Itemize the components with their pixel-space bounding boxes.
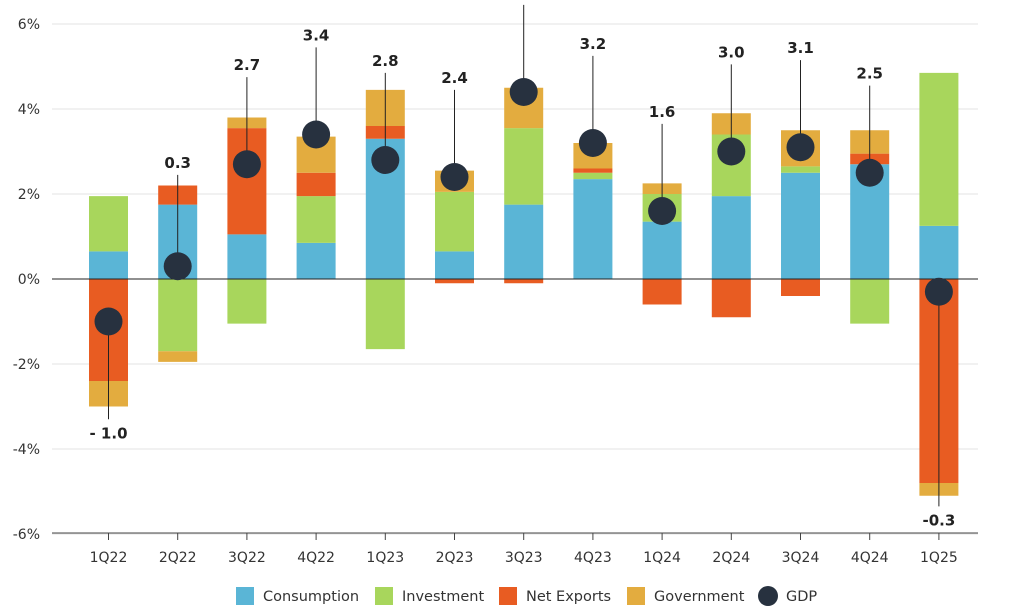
gdp-data-label: -0.3 (922, 511, 955, 529)
bar-investment-3Q23 (504, 128, 544, 205)
gdp-data-label: 3.2 (580, 35, 607, 53)
bar-investment-4Q24 (850, 279, 890, 324)
x-tick-label: 4Q22 (297, 550, 335, 566)
gdp-data-label: 1.6 (649, 103, 676, 121)
bar-net-exports-4Q22 (296, 172, 336, 197)
gdp-data-label: 4.4 (510, 0, 537, 2)
y-tick-label: 0% (18, 272, 40, 288)
x-tick-label: 3Q23 (505, 550, 543, 566)
legend-item-net-exports[interactable]: Net Exports (499, 587, 611, 605)
x-tick-label: 3Q22 (228, 550, 266, 566)
gdp-point-1Q23 (371, 146, 400, 174)
legend-label: Government (654, 589, 745, 605)
gdp-point-3Q23 (509, 78, 538, 106)
gdp-point-1Q24 (648, 197, 677, 225)
x-tick-label: 1Q23 (366, 550, 404, 566)
gdp-point-1Q22 (94, 307, 123, 336)
bar-net-exports-3Q24 (781, 279, 820, 296)
bar-consumption-3Q22 (227, 234, 267, 279)
x-tick-label: 2Q23 (436, 550, 474, 566)
gdp-data-label: 2.8 (372, 52, 399, 70)
gdp-data-label: 3.4 (303, 26, 330, 44)
bar-investment-1Q23 (365, 279, 405, 350)
bar-net-exports-3Q23 (504, 279, 544, 284)
gdp-data-label: 0.3 (164, 154, 191, 172)
bar-investment-2Q22 (158, 279, 198, 352)
legend-label: GDP (786, 589, 817, 605)
x-tick-label: 1Q25 (920, 550, 958, 566)
legend-swatch-government (627, 587, 645, 605)
legend-swatch-investment (375, 587, 393, 605)
bar-segments (89, 72, 959, 496)
legend-label: Net Exports (526, 589, 611, 605)
bar-consumption-1Q25 (919, 225, 959, 279)
y-tick-label: -4% (13, 442, 40, 458)
bar-consumption-2Q23 (435, 251, 474, 279)
legend-swatch-consumption (236, 587, 254, 605)
bar-consumption-4Q22 (296, 242, 336, 279)
x-tick-label: 1Q24 (643, 550, 681, 566)
gdp-data-label: 2.7 (234, 56, 261, 74)
gdp-point-2Q22 (163, 252, 192, 281)
gdp-data-label: - 1.0 (89, 424, 127, 442)
y-axis-labels: 6% 4% 2% 0% -2% -4% -6% (13, 17, 40, 543)
legend-swatch-gdp (758, 586, 778, 606)
bar-investment-4Q22 (296, 196, 336, 243)
gdp-point-4Q22 (302, 120, 331, 149)
x-tick-label: 3Q24 (782, 550, 820, 566)
legend-label: Consumption (263, 589, 359, 605)
x-tick-label: 4Q23 (574, 550, 612, 566)
y-tick-label: 4% (18, 102, 40, 118)
gdp-data-label: 2.4 (441, 69, 468, 87)
bar-consumption-3Q23 (504, 204, 544, 279)
legend-label: Investment (402, 589, 484, 605)
bar-consumption-1Q24 (642, 221, 682, 279)
bar-net-exports-1Q24 (642, 279, 682, 305)
bar-investment-2Q23 (435, 191, 474, 252)
bar-net-exports-2Q24 (711, 279, 751, 318)
gdp-data-label: 3.1 (787, 39, 814, 57)
gdp-series: - 1.0 0.3 2.7 3.4 2.8 2.4 4.4 3.2 1.6 3.0 3.1 2.5 -0… (89, 0, 955, 529)
gdp-point-1Q25 (924, 277, 953, 306)
bar-investment-4Q23 (573, 172, 613, 180)
y-tick-label: 6% (18, 17, 40, 33)
legend-item-government[interactable]: Government (627, 587, 745, 605)
legend-item-consumption[interactable]: Consumption (236, 587, 359, 605)
x-tick-label: 2Q22 (159, 550, 197, 566)
bar-net-exports-2Q23 (435, 279, 474, 284)
x-axis: 1Q22 2Q22 3Q22 4Q22 1Q23 2Q23 3Q23 4Q23 1Q24 2Q24… (52, 532, 978, 566)
bar-consumption-1Q22 (89, 251, 128, 279)
bar-investment-1Q25 (919, 72, 959, 226)
bar-investment-3Q22 (227, 279, 267, 324)
gdp-point-3Q24 (786, 133, 815, 162)
gdp-point-2Q24 (717, 137, 746, 166)
bar-investment-3Q24 (781, 166, 820, 173)
gdp-data-label: 2.5 (856, 65, 883, 83)
bar-investment-1Q22 (89, 196, 128, 252)
legend-item-investment[interactable]: Investment (375, 587, 484, 605)
legend[interactable]: Consumption Investment Net Exports Governme… (236, 586, 817, 606)
y-tick-label: 2% (18, 187, 40, 203)
legend-swatch-net-exports (499, 587, 517, 605)
y-tick-label: -2% (13, 357, 40, 373)
x-tick-label: 1Q22 (90, 550, 128, 566)
gdp-point-4Q23 (578, 129, 607, 157)
legend-item-gdp[interactable]: GDP (758, 586, 817, 606)
bar-government-2Q22 (158, 351, 198, 362)
gdp-point-3Q22 (232, 150, 261, 179)
x-tick-label: 2Q24 (712, 550, 750, 566)
x-tick-label: 4Q24 (851, 550, 889, 566)
gdp-point-2Q23 (440, 163, 469, 191)
bar-consumption-4Q23 (573, 179, 613, 279)
gdp-point-4Q24 (855, 158, 884, 187)
y-tick-label: -6% (13, 527, 40, 543)
bar-consumption-2Q24 (711, 196, 751, 279)
bar-net-exports-4Q23 (573, 168, 613, 173)
bar-consumption-3Q24 (781, 172, 820, 279)
gdp-data-label: 3.0 (718, 43, 745, 61)
